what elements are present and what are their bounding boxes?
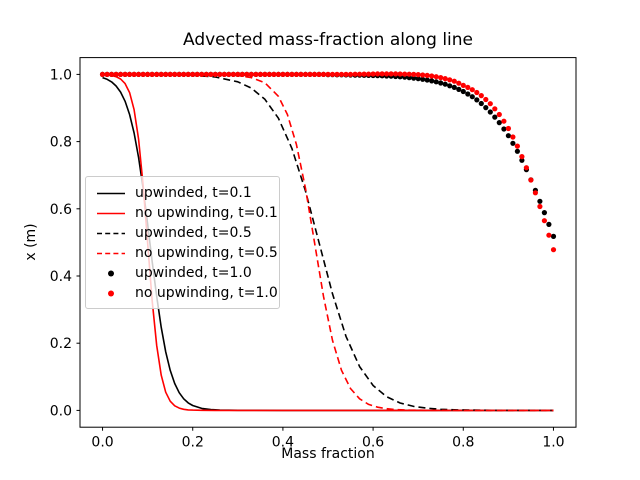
legend-line-sample-icon bbox=[97, 232, 125, 235]
legend-item-3: no upwinding, t=0.5 bbox=[96, 243, 278, 263]
legend-dot-marker-icon bbox=[108, 290, 114, 297]
chart-title: Advected mass-fraction along line bbox=[182, 30, 474, 50]
legend-line-sample-icon bbox=[97, 212, 125, 215]
legend-item-1: no upwinding, t=0.1 bbox=[96, 203, 278, 223]
legend-label: upwinded, t=1.0 bbox=[135, 265, 252, 281]
legend: upwinded, t=0.1 no upwinding, t=0.1 upwind… bbox=[85, 176, 280, 309]
x-tick-label: 0.6 bbox=[362, 435, 384, 451]
legend-item-2: upwinded, t=0.5 bbox=[96, 223, 269, 243]
x-tick-label: 0.4 bbox=[272, 435, 294, 451]
legend-item-0: upwinded, t=0.1 bbox=[96, 183, 269, 203]
legend-label: no upwinding, t=1.0 bbox=[135, 285, 278, 301]
legend-label: no upwinding, t=0.5 bbox=[135, 245, 278, 261]
legend-label: upwinded, t=0.1 bbox=[135, 185, 252, 201]
y-tick-label: 1.0 bbox=[50, 67, 72, 83]
x-tick-label: 0.2 bbox=[182, 435, 204, 451]
x-tick-label: 0.0 bbox=[91, 435, 113, 451]
legend-label: no upwinding, t=0.1 bbox=[135, 205, 278, 221]
legend-line-sample-icon bbox=[97, 192, 125, 195]
y-tick-label: 0.0 bbox=[50, 403, 72, 419]
legend-line-sample-icon bbox=[97, 252, 125, 255]
legend-label: upwinded, t=0.5 bbox=[135, 225, 252, 241]
legend-item-4: upwinded, t=1.0 bbox=[96, 263, 269, 283]
series-no-upwinding-t-0.1 bbox=[102, 73, 554, 412]
series-no-upwinding-t-1.0 bbox=[99, 71, 557, 253]
series-no-upwinding-t-0.5 bbox=[102, 73, 554, 412]
y-tick-label: 0.8 bbox=[50, 135, 72, 151]
y-tick-label: 0.2 bbox=[50, 336, 72, 352]
x-axis-label: Mass fraction bbox=[281, 446, 375, 462]
legend-item-5: no upwinding, t=1.0 bbox=[96, 283, 278, 303]
x-tick-label: 0.8 bbox=[452, 435, 474, 451]
legend-dot-marker-icon bbox=[108, 270, 114, 277]
y-tick-label: 0.6 bbox=[50, 202, 72, 218]
axes-frame bbox=[79, 57, 577, 428]
x-tick-label: 1.0 bbox=[542, 435, 564, 451]
y-axis-label: x (m) bbox=[23, 223, 39, 261]
y-tick-label: 0.4 bbox=[50, 269, 72, 285]
